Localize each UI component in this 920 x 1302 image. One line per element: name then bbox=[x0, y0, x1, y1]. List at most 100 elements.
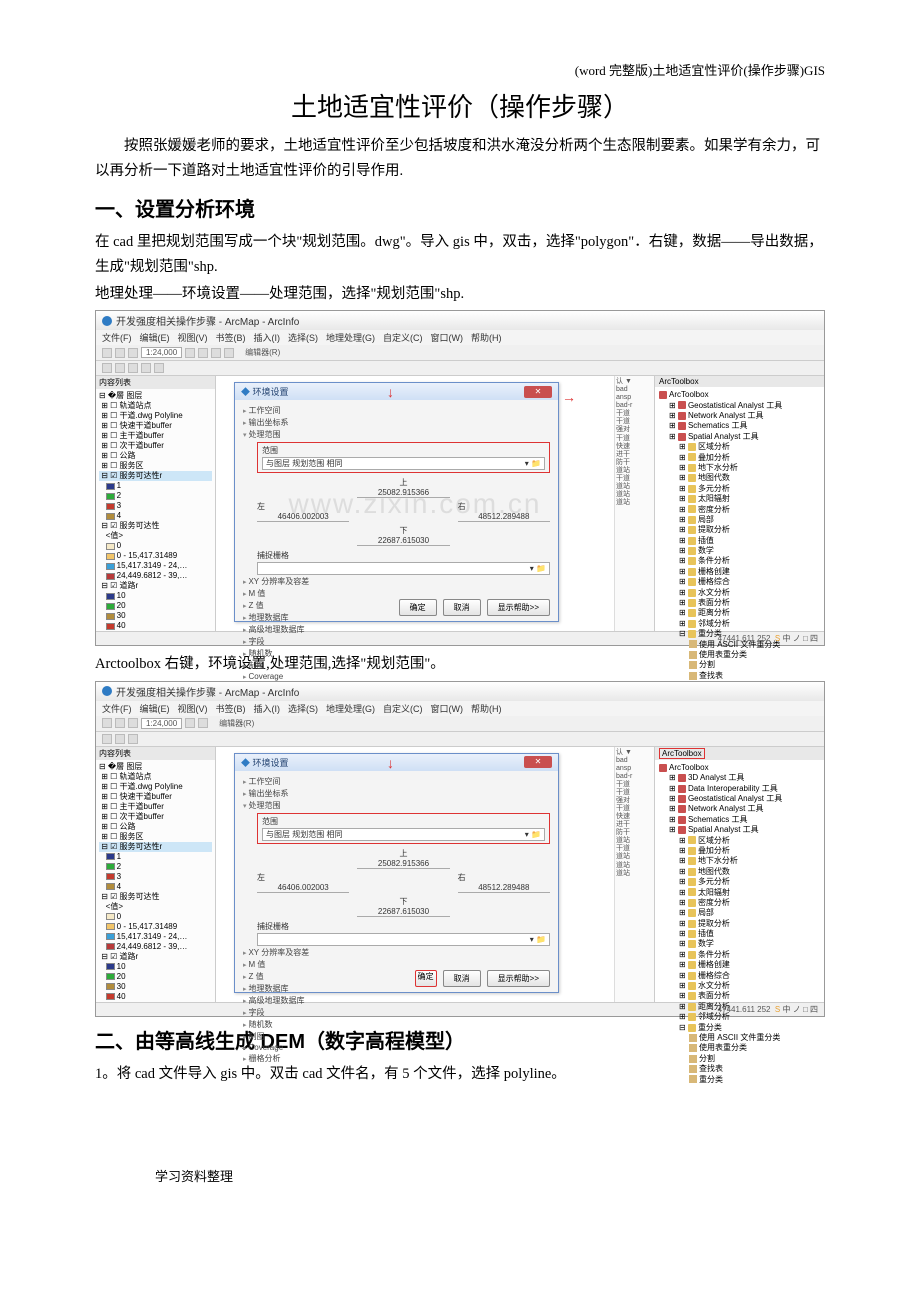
snap-input[interactable]: ▾ 📁 bbox=[257, 933, 550, 946]
toc-layer[interactable]: ⊞ ☐ 公路 bbox=[99, 822, 212, 832]
toc-layer[interactable]: ⊞ ☐ 快速干道buffer bbox=[99, 421, 212, 431]
pan-icon[interactable] bbox=[128, 363, 138, 373]
dlg-section[interactable]: Coverage bbox=[243, 672, 550, 681]
arctoolbox-tree[interactable]: ArcToolbox⊞ Geostatistical Analyst 工具⊞ N… bbox=[655, 387, 824, 705]
ab-toolset[interactable]: ⊞ 多元分析 bbox=[659, 484, 820, 494]
ab-toolset[interactable]: ⊞ 条件分析 bbox=[659, 950, 820, 960]
toolbar2[interactable] bbox=[96, 732, 824, 747]
map-canvas[interactable]: ◆ 环境设置 ✕ 工作空间 输出坐标系 处理范围 范围 与图层 规划范围 相同 … bbox=[216, 747, 614, 1002]
ab-toolset[interactable]: ⊞ 地图代数 bbox=[659, 867, 820, 877]
toolbar-icon[interactable] bbox=[115, 718, 125, 728]
bottom-value[interactable]: 22687.615030 bbox=[357, 536, 449, 546]
dlg-section[interactable]: 栅格分析 bbox=[243, 1053, 550, 1064]
editor-label[interactable]: 编辑器(R) bbox=[219, 718, 254, 729]
zoom-out-icon[interactable] bbox=[115, 734, 125, 744]
dlg-section-open[interactable]: 处理范围 bbox=[243, 800, 550, 811]
ab-toolset[interactable]: ⊞ 多元分析 bbox=[659, 877, 820, 887]
toolbar-icon[interactable] bbox=[224, 348, 234, 358]
menubar[interactable]: 文件(F)编辑(E)视图(V)书签(B)插入(I)选择(S)地理处理(G)自定义… bbox=[96, 701, 824, 716]
toolbar-icon[interactable] bbox=[185, 718, 195, 728]
ab-tool[interactable]: 使用表重分类 bbox=[659, 650, 820, 660]
ab-toolbox[interactable]: ⊞ Spatial Analyst 工具 bbox=[659, 825, 820, 835]
ab-toolbox[interactable]: ⊞ Geostatistical Analyst 工具 bbox=[659, 794, 820, 804]
ab-tool[interactable]: 使用表重分类 bbox=[659, 1043, 820, 1053]
toolbar-icon[interactable] bbox=[128, 718, 138, 728]
menu-item[interactable]: 选择(S) bbox=[288, 333, 318, 343]
toc-tree[interactable]: ⊟ �層 图层 ⊞ ☐ 轨道站点 ⊞ ☐ 干道.dwg Polyline ⊞ ☐… bbox=[96, 389, 215, 631]
menu-item[interactable]: 帮助(H) bbox=[471, 704, 502, 714]
ab-toolset[interactable]: ⊞ 水文分析 bbox=[659, 588, 820, 598]
toc-layer[interactable]: ⊟ ☑ 服务可达性r bbox=[99, 842, 212, 852]
close-icon[interactable]: ✕ bbox=[524, 386, 552, 398]
ab-toolset[interactable]: ⊞ 栅格综合 bbox=[659, 971, 820, 981]
ab-toolbox[interactable]: ⊞ Schematics 工具 bbox=[659, 815, 820, 825]
dlg-section[interactable]: 字段 bbox=[243, 1007, 550, 1018]
close-icon[interactable]: ✕ bbox=[524, 756, 552, 768]
toolbar-icon[interactable] bbox=[211, 348, 221, 358]
toc-layer[interactable]: ⊞ ☐ 干道.dwg Polyline bbox=[99, 782, 212, 792]
menu-item[interactable]: 视图(V) bbox=[178, 704, 208, 714]
menu-item[interactable]: 帮助(H) bbox=[471, 333, 502, 343]
ab-tool[interactable]: 查找表 bbox=[659, 671, 820, 681]
toc-layer[interactable]: ⊟ ☑ 道路r bbox=[99, 581, 212, 591]
left-value[interactable]: 46406.002003 bbox=[257, 512, 349, 522]
toc-layer[interactable]: ⊟ ☑ 服务可达性 bbox=[99, 521, 212, 531]
toc-layer[interactable]: ⊟ ☑ 服务可达性 bbox=[99, 892, 212, 902]
dlg-section[interactable]: 随机数 bbox=[243, 648, 550, 659]
toc-layer[interactable]: ⊞ ☐ 次干道buffer bbox=[99, 441, 212, 451]
ab-toolset[interactable]: ⊞ 栅格创建 bbox=[659, 567, 820, 577]
arctoolbox-tree[interactable]: ArcToolbox⊞ 3D Analyst 工具⊞ Data Interope… bbox=[655, 760, 824, 1088]
ab-toolset[interactable]: ⊞ 局部 bbox=[659, 908, 820, 918]
ab-toolset[interactable]: ⊞ 距离分析 bbox=[659, 608, 820, 618]
toc-root[interactable]: ⊟ �層 图层 bbox=[99, 762, 212, 772]
arctoolbox-panel[interactable]: ArcToolbox ArcToolbox⊞ Geostatistical An… bbox=[654, 376, 824, 631]
cancel-button[interactable]: 取消 bbox=[443, 599, 481, 616]
toc-panel[interactable]: 内容列表 ⊟ �層 图层 ⊞ ☐ 轨道站点 ⊞ ☐ 干道.dwg Polylin… bbox=[96, 376, 216, 631]
dlg-section[interactable]: 输出坐标系 bbox=[243, 788, 550, 799]
toolbar-icon[interactable] bbox=[102, 348, 112, 358]
ok-button[interactable]: 确定 bbox=[399, 599, 437, 616]
snap-input[interactable]: ▾ 📁 bbox=[257, 562, 550, 575]
ab-toolset[interactable]: ⊞ 栅格综合 bbox=[659, 577, 820, 587]
toolbar2[interactable] bbox=[96, 361, 824, 376]
menu-item[interactable]: 书签(B) bbox=[216, 333, 246, 343]
ab-toolset[interactable]: ⊞ 数学 bbox=[659, 939, 820, 949]
ok-button[interactable]: 确定 bbox=[415, 970, 437, 987]
toolbar-icon[interactable] bbox=[128, 348, 138, 358]
toc-layer[interactable]: ⊟ ☑ 服务可达性r bbox=[99, 471, 212, 481]
ab-root[interactable]: ArcToolbox bbox=[659, 390, 820, 400]
toolbar-icon[interactable] bbox=[198, 348, 208, 358]
ab-toolbox[interactable]: ⊞ Network Analyst 工具 bbox=[659, 804, 820, 814]
dlg-section[interactable]: XY 分辨率及容差 bbox=[243, 576, 550, 587]
toc-layer[interactable]: ⊞ ☐ 干道.dwg Polyline bbox=[99, 411, 212, 421]
menu-item[interactable]: 自定义(C) bbox=[383, 704, 423, 714]
menu-item[interactable]: 选择(S) bbox=[288, 704, 318, 714]
right-value[interactable]: 48512.289488 bbox=[458, 883, 550, 893]
dlg-section[interactable]: 工作空间 bbox=[243, 776, 550, 787]
ab-toolbox[interactable]: ⊞ Spatial Analyst 工具 bbox=[659, 432, 820, 442]
ab-toolset[interactable]: ⊞ 地下水分析 bbox=[659, 856, 820, 866]
zoom-in-icon[interactable] bbox=[102, 363, 112, 373]
ab-toolset[interactable]: ⊞ 水文分析 bbox=[659, 981, 820, 991]
dlg-section[interactable]: 字段 bbox=[243, 636, 550, 647]
menu-item[interactable]: 视图(V) bbox=[178, 333, 208, 343]
menu-item[interactable]: 编辑(E) bbox=[140, 333, 170, 343]
cancel-button[interactable]: 取消 bbox=[443, 970, 481, 987]
right-value[interactable]: 48512.289488 bbox=[458, 512, 550, 522]
menu-item[interactable]: 编辑(E) bbox=[140, 704, 170, 714]
menu-item[interactable]: 插入(I) bbox=[254, 704, 281, 714]
dlg-section[interactable]: M 值 bbox=[243, 959, 550, 970]
ab-toolbox[interactable]: ⊞ Geostatistical Analyst 工具 bbox=[659, 401, 820, 411]
toolbar-icon[interactable] bbox=[102, 718, 112, 728]
top-value[interactable]: 25082.915366 bbox=[357, 859, 449, 869]
ab-tool[interactable]: 查找表 bbox=[659, 1064, 820, 1074]
toolbar-icon[interactable] bbox=[198, 718, 208, 728]
ab-toolset[interactable]: ⊞ 叠加分析 bbox=[659, 846, 820, 856]
dlg-section[interactable]: 输出坐标系 bbox=[243, 417, 550, 428]
toc-layer[interactable]: ⊞ ☐ 主干道buffer bbox=[99, 802, 212, 812]
menu-item[interactable]: 窗口(W) bbox=[431, 333, 464, 343]
dropdown-icon[interactable]: ▾ 📁 bbox=[525, 459, 541, 468]
ab-toolset[interactable]: ⊞ 密度分析 bbox=[659, 898, 820, 908]
ab-toolset[interactable]: ⊞ 条件分析 bbox=[659, 556, 820, 566]
toc-root[interactable]: ⊟ �層 图层 bbox=[99, 391, 212, 401]
